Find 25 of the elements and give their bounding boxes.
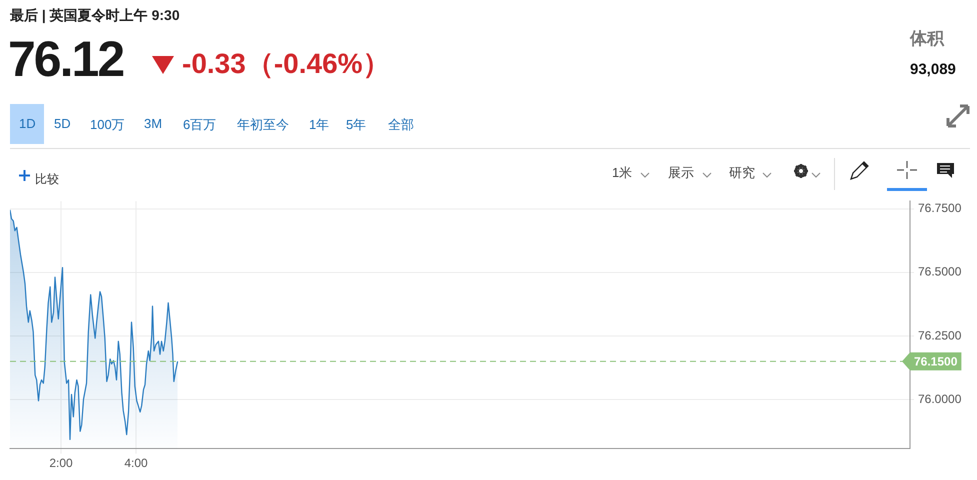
- ref-line-label: 76.1500: [914, 354, 958, 369]
- text: 最后 | 英国夏令时上午 9:30: [10, 7, 180, 25]
- text: -0.33（-0.46%）: [182, 47, 391, 81]
- text: 比较: [35, 171, 59, 188]
- text: 体积: [910, 28, 944, 50]
- y-tick-label: 76.5000: [918, 264, 962, 279]
- text: 3M: [144, 116, 162, 131]
- y-tick-label: 76.0000: [918, 392, 962, 406]
- y-tick-label: 76.7500: [918, 201, 962, 216]
- text: 76.12: [8, 30, 124, 88]
- text: 1D: [19, 116, 36, 131]
- text: 展示: [668, 164, 694, 182]
- y-tick-label: 76.2500: [918, 328, 962, 342]
- text: 5D: [54, 116, 71, 131]
- text: 100万: [90, 116, 125, 134]
- text: 全部: [388, 116, 414, 134]
- text: 研究: [729, 164, 755, 182]
- text: 6百万: [183, 116, 216, 134]
- text: 5年: [346, 116, 366, 134]
- text: 1米: [612, 164, 632, 182]
- text: 年初至今: [237, 116, 289, 134]
- x-tick-label: 4:00: [124, 456, 148, 470]
- text: 1年: [309, 116, 330, 134]
- text: 93,089: [910, 61, 956, 78]
- x-tick-label: 2:00: [49, 456, 73, 470]
